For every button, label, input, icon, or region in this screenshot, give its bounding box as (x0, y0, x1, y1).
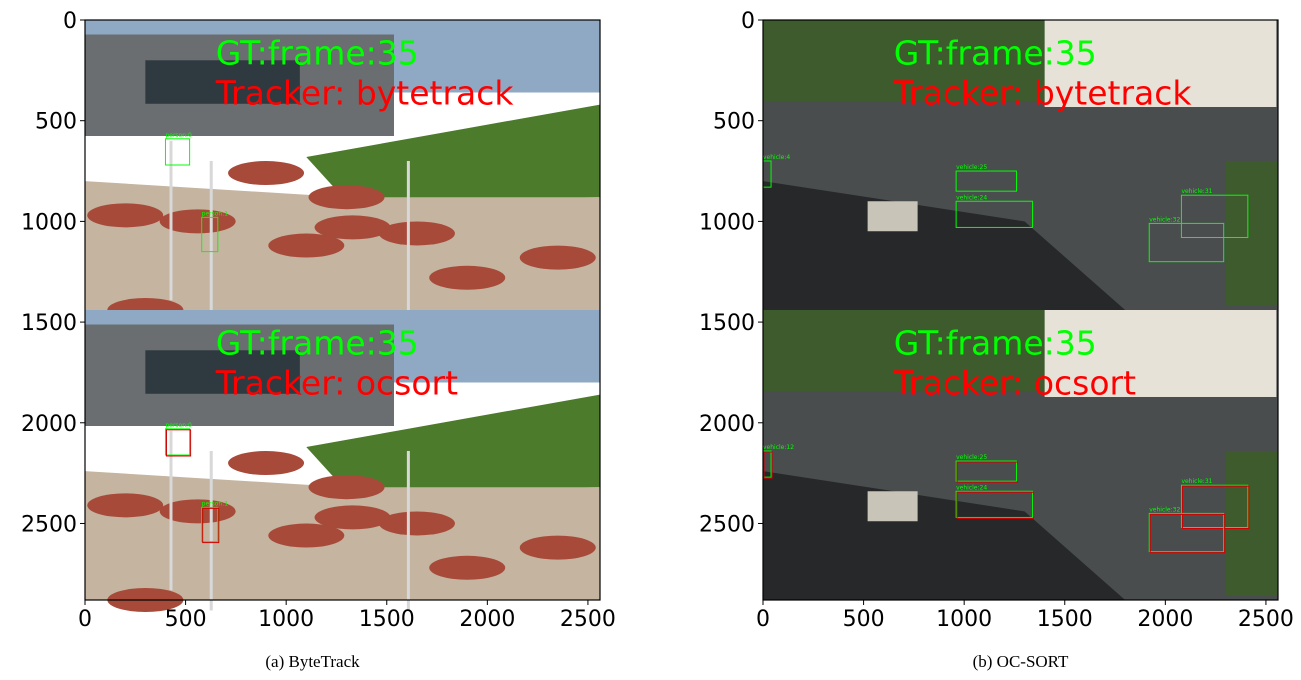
y-tick-label: 1500 (699, 311, 755, 336)
umbrella (429, 556, 505, 580)
x-tick-label: 1000 (936, 607, 992, 632)
x-tick-label: 2500 (1238, 607, 1294, 632)
detection-box (165, 429, 189, 455)
gt-label: GT:frame:35 (216, 33, 419, 72)
detection-label: vehicle:25 (956, 454, 987, 461)
x-tick-label: 500 (843, 607, 885, 632)
umbrella (520, 246, 596, 270)
tracker-label: Tracker: bytetrack (215, 74, 515, 113)
detection-label: vehicle:12 (763, 444, 794, 451)
detection-label: vehicle:24 (956, 484, 987, 491)
frame: vehicle:25 vehicle:24 vehicle:31 vehicle:32… (763, 310, 1278, 600)
umbrella (309, 185, 385, 209)
figure: person:0person:1GT:frame:35Tracker: byte… (0, 0, 1301, 680)
detection-label: person:1 (202, 500, 229, 507)
y-tick-label: 500 (35, 110, 77, 135)
y-tick-label: 2000 (21, 412, 77, 437)
detection-label: vehicle:32 (1149, 506, 1180, 513)
detection-label: vehicle:24 (956, 194, 987, 201)
detection-label: vehicle:32 (1149, 216, 1180, 223)
y-tick-label: 1000 (21, 210, 77, 235)
umbrella (228, 161, 304, 185)
x-tick-label: 2500 (560, 607, 616, 632)
x-tick-label: 1000 (258, 607, 314, 632)
y-tick-label: 0 (63, 9, 77, 34)
x-tick-label: 2000 (459, 607, 515, 632)
gt-label: GT:frame:35 (216, 323, 419, 362)
x-tick-label: 1500 (1037, 607, 1093, 632)
detection-label: vehicle:25 (956, 164, 987, 171)
x-tick-label: 1500 (359, 607, 415, 632)
umbrella (520, 536, 596, 560)
trailer (868, 491, 918, 521)
detection-label: person:0 (165, 132, 192, 139)
y-tick-label: 2500 (699, 512, 755, 537)
lamp-post (407, 161, 410, 321)
lamp-post (210, 161, 213, 321)
lamp-post (407, 451, 410, 611)
caption: (b) OC-SORT (973, 652, 1069, 671)
umbrella (87, 203, 163, 227)
y-tick-label: 500 (713, 110, 755, 135)
umbrella (315, 505, 391, 529)
x-tick-label: 0 (78, 607, 92, 632)
umbrella (87, 493, 163, 517)
y-tick-label: 0 (741, 9, 755, 34)
umbrella (379, 511, 455, 535)
lamp-post (210, 451, 213, 611)
trees-right (1226, 451, 1278, 596)
detection-label: vehicle:4 (763, 154, 790, 161)
detection-label: person:1 (202, 210, 229, 217)
y-tick-label: 1500 (21, 311, 77, 336)
umbrella (315, 215, 391, 239)
caption: (a) ByteTrack (265, 652, 360, 671)
detection-label: vehicle:31 (1181, 188, 1212, 195)
image: vehicle:25 vehicle:24 vehicle:31 vehicle:32… (763, 20, 1278, 600)
umbrella (309, 475, 385, 499)
y-tick-label: 2000 (699, 412, 755, 437)
trees-right (1226, 161, 1278, 306)
tracker-label: Tracker: ocsort (893, 364, 1136, 403)
x-tick-label: 500 (165, 607, 207, 632)
y-tick-label: 1000 (699, 210, 755, 235)
trailer (868, 201, 918, 231)
detection-box (165, 139, 189, 165)
detection-label: vehicle:31 (1181, 478, 1212, 485)
x-tick-label: 0 (756, 607, 770, 632)
umbrella (429, 266, 505, 290)
umbrella (228, 451, 304, 475)
y-tick-label: 2500 (21, 512, 77, 537)
detection-label: person:0 (165, 422, 192, 429)
gt-label: GT:frame:35 (894, 33, 1097, 72)
frame: vehicle:25 vehicle:24 vehicle:31 vehicle:32… (763, 20, 1278, 310)
tracker-label: Tracker: ocsort (215, 364, 458, 403)
tracker-label: Tracker: bytetrack (893, 74, 1193, 113)
umbrella (379, 221, 455, 245)
gt-label: GT:frame:35 (894, 323, 1097, 362)
x-tick-label: 2000 (1137, 607, 1193, 632)
